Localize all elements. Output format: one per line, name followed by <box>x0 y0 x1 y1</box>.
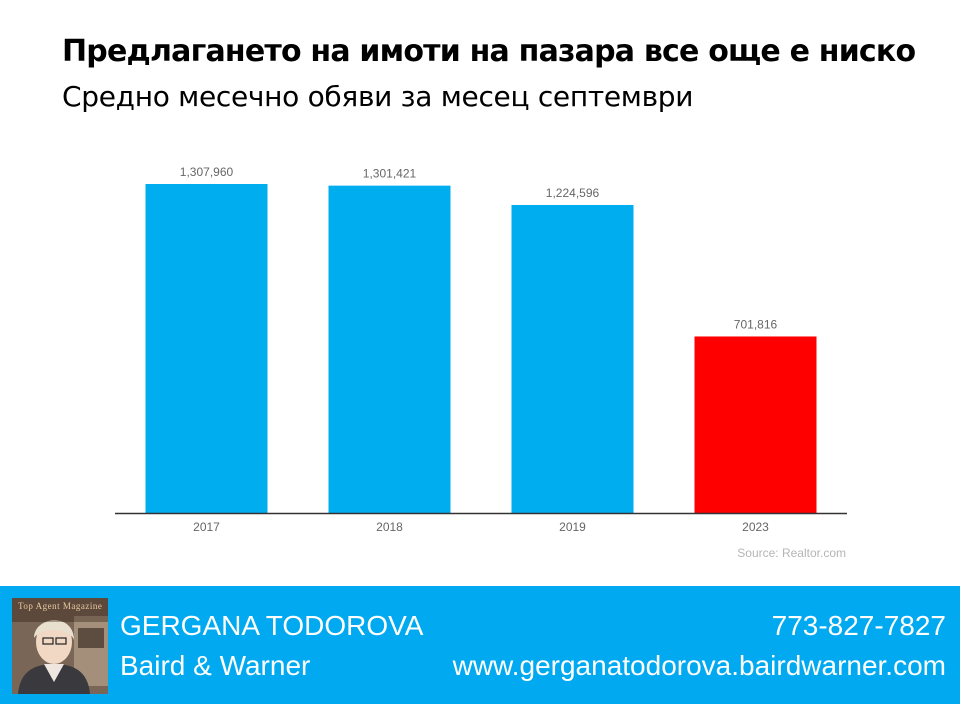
x-tick-label-2023: 2023 <box>742 520 769 534</box>
data-label-2017: 1,307,960 <box>180 165 234 179</box>
footer-banner: Top Agent Magazine GERGANA TODOROVA Bair… <box>0 586 960 704</box>
x-tick-label-2018: 2018 <box>376 520 403 534</box>
x-tick-label-2019: 2019 <box>559 520 586 534</box>
bar-2023 <box>694 336 817 513</box>
agent-website-link[interactable]: www.gerganatodorova.bairdwarner.com <box>452 650 946 681</box>
page-subtitle: Средно месечно обяви за месец септември <box>62 80 694 113</box>
x-tick-label-2017: 2017 <box>193 520 220 534</box>
data-label-2019: 1,224,596 <box>546 186 600 200</box>
bar-2019 <box>511 204 634 513</box>
agent-portrait-image <box>12 598 108 694</box>
data-label-2023: 701,816 <box>734 317 778 331</box>
agent-name: GERGANA TODOROVA <box>120 610 424 641</box>
bar-2017 <box>145 184 268 513</box>
data-label-2018: 1,301,421 <box>363 167 417 181</box>
bar-2018 <box>328 185 451 513</box>
agent-phone[interactable]: 773-827-7827 <box>771 610 946 641</box>
agent-photo: Top Agent Magazine <box>12 598 108 694</box>
bar-chart: 1,307,960 2017 1,301,421 2018 1,224,596 2019 7… <box>115 165 847 534</box>
page-title: Предлагането на имоти на пазара все още … <box>62 34 916 69</box>
avatar-badge-text: Top Agent Magazine <box>12 598 108 622</box>
chart-source: Source: Realtor.com <box>737 546 846 560</box>
agent-company: Baird & Warner <box>120 650 311 681</box>
